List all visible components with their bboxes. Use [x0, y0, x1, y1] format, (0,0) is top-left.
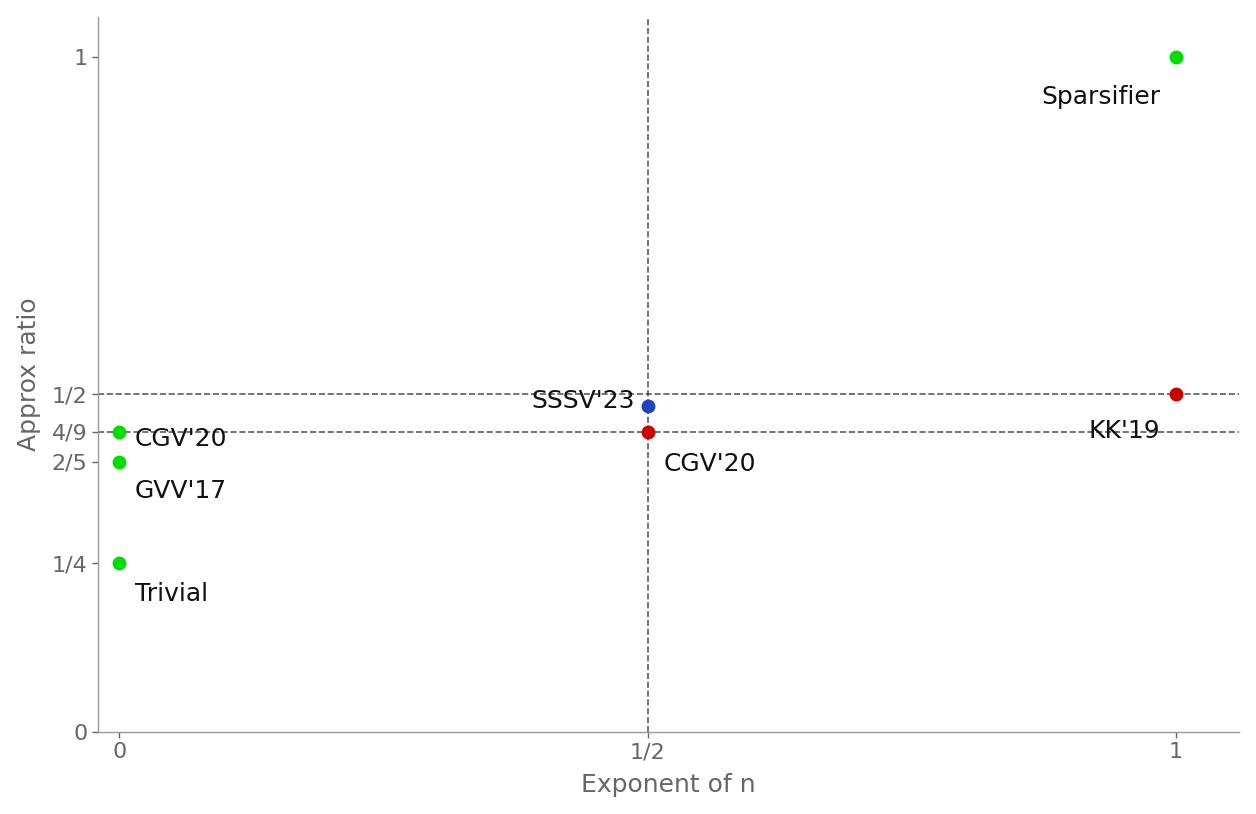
X-axis label: Exponent of n: Exponent of n — [582, 773, 756, 798]
Point — [638, 426, 658, 439]
Y-axis label: Approx ratio: Approx ratio — [16, 297, 40, 451]
Text: CGV'20: CGV'20 — [663, 453, 756, 476]
Text: CGV'20: CGV'20 — [136, 427, 227, 451]
Point — [109, 426, 129, 439]
Text: SSSV'23: SSSV'23 — [531, 389, 634, 413]
Text: KK'19: KK'19 — [1089, 418, 1161, 443]
Point — [1166, 388, 1186, 401]
Point — [1166, 50, 1186, 63]
Point — [109, 455, 129, 468]
Text: Trivial: Trivial — [136, 582, 208, 606]
Point — [638, 400, 658, 413]
Text: GVV'17: GVV'17 — [136, 479, 227, 504]
Point — [109, 557, 129, 570]
Text: Sparsifier: Sparsifier — [1041, 85, 1161, 109]
